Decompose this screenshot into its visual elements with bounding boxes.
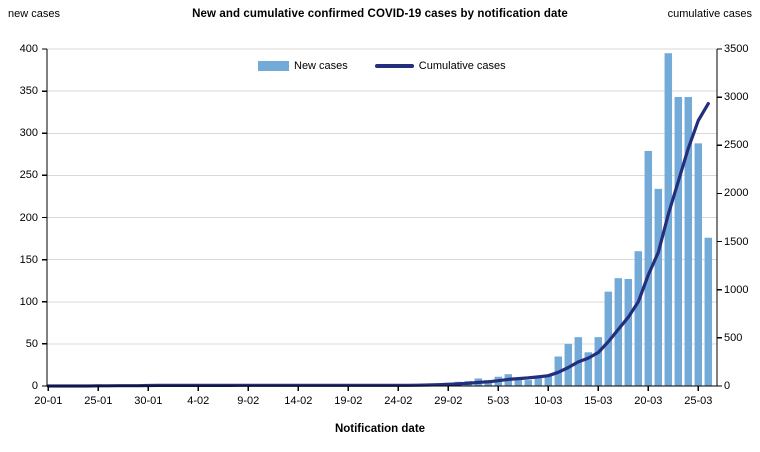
x-tick-label: 5-03 [487, 395, 510, 407]
x-tick-label: 19-02 [334, 395, 363, 407]
new-cases-bar [624, 279, 633, 386]
y-tick-label-right: 1000 [724, 283, 749, 296]
x-tick-label: 25-03 [684, 395, 713, 407]
new-cases-bar [594, 337, 603, 386]
new-cases-bar [614, 278, 623, 386]
right-axis-title: cumulative cases [667, 8, 752, 20]
y-tick-label-left: 0 [31, 380, 38, 392]
x-axis-title: Notification date [334, 423, 426, 435]
legend-label-new-cases: New cases [294, 60, 348, 72]
legend-label-cumulative-cases: Cumulative cases [418, 60, 506, 72]
new-cases-bar [684, 97, 693, 387]
y-tick-label-right: 3500 [724, 43, 749, 55]
y-tick-label-right: 2500 [724, 139, 749, 152]
new-cases-bar [564, 343, 573, 386]
x-tick-label: 25-01 [84, 395, 113, 407]
new-cases-bar [514, 379, 523, 386]
new-cases-bar [524, 380, 533, 386]
x-tick-label: 4-02 [187, 395, 210, 407]
y-tick-label-right: 2000 [724, 187, 749, 200]
y-tick-label-right: 3000 [724, 91, 749, 104]
y-tick-label-right: 1500 [724, 235, 749, 248]
y-tick-label-right: 0 [724, 380, 731, 392]
new-cases-bar [584, 352, 593, 386]
new-cases-bar [534, 377, 543, 386]
new-cases-bar [644, 150, 653, 386]
y-tick-label-left: 300 [19, 127, 38, 140]
y-tick-label-right: 500 [724, 331, 743, 344]
new-cases-swatch-icon [258, 61, 289, 71]
new-cases-bar [674, 97, 683, 387]
x-tick-label: 10-03 [534, 395, 563, 407]
y-tick-label-left: 200 [19, 211, 38, 224]
cumulative-cases-swatch-icon [374, 64, 414, 68]
new-cases-bar [704, 237, 713, 386]
x-tick-label: 20-01 [34, 395, 63, 407]
y-tick-label-left: 150 [19, 253, 38, 266]
x-tick-label: 30-01 [134, 395, 163, 407]
legend: New cases Cumulative cases [258, 60, 506, 72]
new-cases-bar [694, 143, 703, 386]
x-tick-label: 29-02 [434, 395, 463, 407]
new-cases-bar [544, 375, 553, 386]
legend-item-new-cases: New cases [258, 60, 348, 72]
new-cases-bar [604, 291, 613, 386]
legend-item-cumulative-cases: Cumulative cases [374, 60, 506, 72]
x-tick-label: 24-02 [384, 395, 413, 407]
x-tick-label: 15-03 [584, 395, 613, 407]
y-tick-label-left: 350 [19, 85, 38, 98]
new-cases-bar [654, 188, 663, 386]
y-tick-label-left: 100 [19, 295, 38, 308]
left-axis-title: new cases [8, 8, 60, 20]
new-cases-bar [634, 251, 643, 386]
y-tick-label-left: 50 [25, 337, 38, 350]
x-tick-label: 9-02 [237, 395, 260, 407]
x-tick-label: 14-02 [284, 395, 313, 407]
chart-title: New and cumulative confirmed COVID-19 ca… [192, 8, 568, 20]
y-tick-label-left: 250 [19, 169, 38, 182]
y-tick-label-left: 400 [19, 43, 38, 55]
x-tick-label: 20-03 [634, 395, 663, 407]
